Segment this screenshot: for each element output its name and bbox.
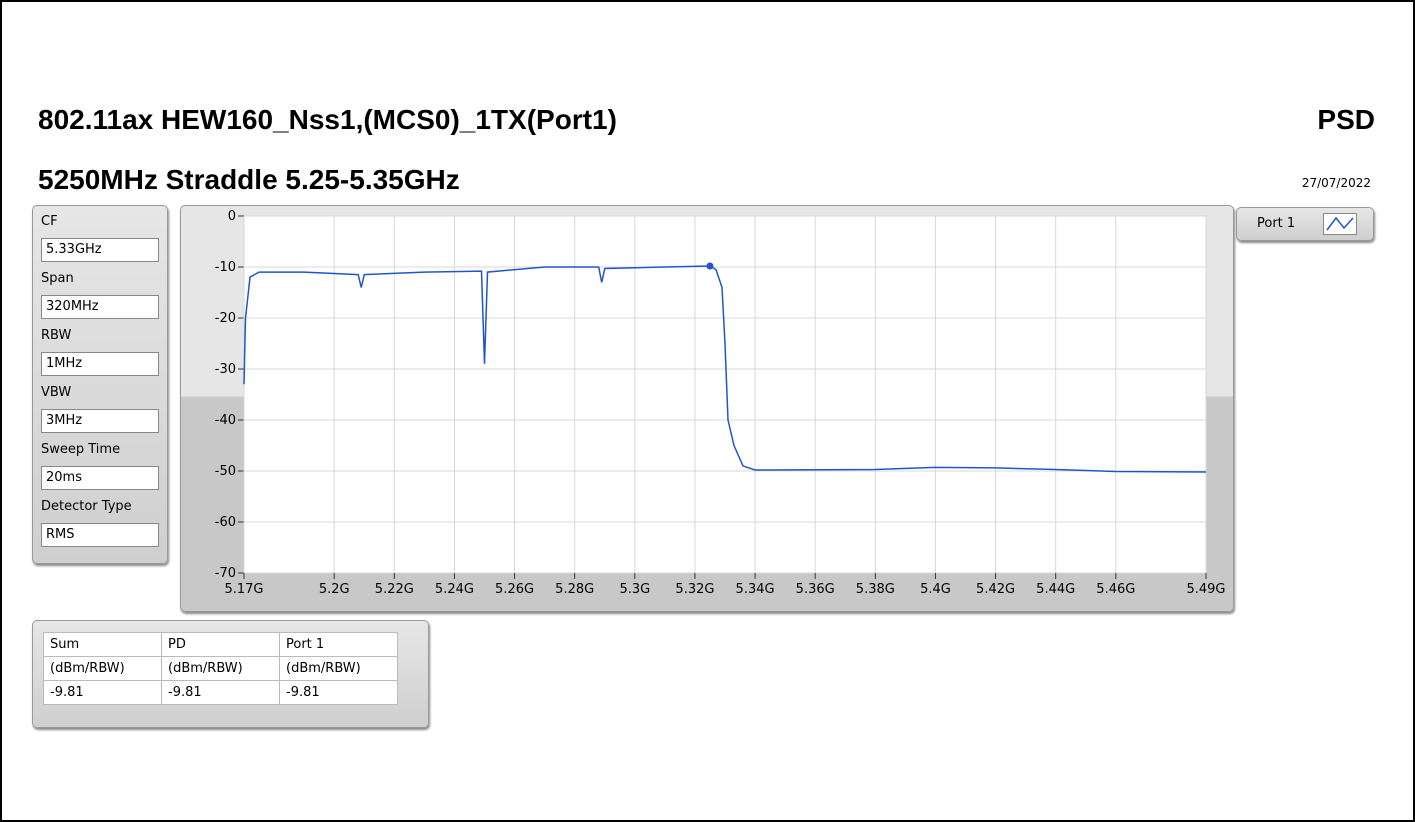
settings-panel: CF 5.33GHz Span 320MHz RBW 1MHz VBW 3MHz Sweep T… [32,205,168,564]
setting-label: Detector Type [41,499,132,514]
setting-label: Sweep Time [41,442,121,457]
setting-value: RMS [41,523,159,547]
x-tick-label: 5.28G [555,582,594,597]
setting-value: 20ms [41,466,159,490]
y-tick-label: -10 [215,260,236,275]
setting-label: VBW [41,385,72,400]
y-tick-label: 0 [228,209,236,224]
y-tick-label: -20 [215,311,236,326]
table-cell: (dBm/RBW) [161,656,280,681]
table-cell: PD [161,632,280,657]
trace [243,265,1207,473]
y-tick-label: -70 [215,566,236,581]
table-cell: (dBm/RBW) [279,656,398,681]
setting-label: RBW [41,328,72,343]
table-row: -9.81 -9.81 -9.81 [43,680,398,705]
legend: Port 1 [1236,207,1374,241]
y-tick-label: -30 [215,362,236,377]
setting-value: 1MHz [41,352,159,376]
chart-frame: 0 -10 -20 -30 -40 -50 -60 -70 5.17G 5.2G 5.22G 5.24… [180,205,1234,612]
table-cell: Port 1 [279,632,398,657]
setting-value: 3MHz [41,409,159,433]
x-tick-label: 5.24G [435,582,474,597]
results-panel: Sum PD Port 1 (dBm/RBW) (dBm/RBW) (dBm/RBW) -9… [32,620,429,728]
legend-icon [1323,213,1357,235]
y-tick-label: -60 [215,515,236,530]
subtitle: 5250MHz Straddle 5.25-5.35GHz [38,164,460,195]
x-tick-label: 5.32G [675,582,714,597]
x-tick-label: 5.36G [796,582,835,597]
marker [706,262,714,270]
y-tick-label: -50 [215,464,236,479]
table-cell: (dBm/RBW) [43,656,162,681]
legend-line [1326,216,1354,231]
x-tick-label: 5.26G [495,582,534,597]
y-tick-label: -40 [215,413,236,428]
table-cell: -9.81 [43,680,162,705]
chart: 0 -10 -20 -30 -40 -50 -60 -705.17G 5.2G 5.22G 5.24… [215,209,1226,597]
x-tick-label: 5.34G [736,582,775,597]
x-tick-label: 5.42G [976,582,1015,597]
setting-label: Span [41,271,74,286]
psd-label: PSD [1317,104,1375,135]
table-row: Sum PD Port 1 [43,632,398,657]
x-tick-label: 5.4G [920,582,951,597]
x-tick-label: 5.49G [1186,582,1225,597]
x-tick-label: 5.17G [224,582,263,597]
plot-area [243,215,1207,574]
x-tick-label: 5.3G [619,582,650,597]
results-table: Sum PD Port 1 (dBm/RBW) (dBm/RBW) (dBm/RBW) -9… [43,632,398,705]
legend-label: Port 1 [1257,216,1296,231]
table-cell: Sum [43,632,162,657]
setting-label: CF [41,214,58,229]
x-tick-label: 5.46G [1096,582,1135,597]
x-tick-label: 5.38G [856,582,895,597]
table-row: (dBm/RBW) (dBm/RBW) (dBm/RBW) [43,656,398,681]
setting-value: 320MHz [41,295,159,319]
title: 802.11ax HEW160_Nss1,(MCS0)_1TX(Port1) [38,104,617,135]
table-cell: -9.81 [279,680,398,705]
date: 27/07/2022 [1301,176,1371,190]
x-tick-label: 5.22G [375,582,414,597]
x-tick-label: 5.44G [1036,582,1075,597]
x-tick-label: 5.2G [319,582,350,597]
table-cell: -9.81 [161,680,280,705]
setting-value: 5.33GHz [41,238,159,262]
